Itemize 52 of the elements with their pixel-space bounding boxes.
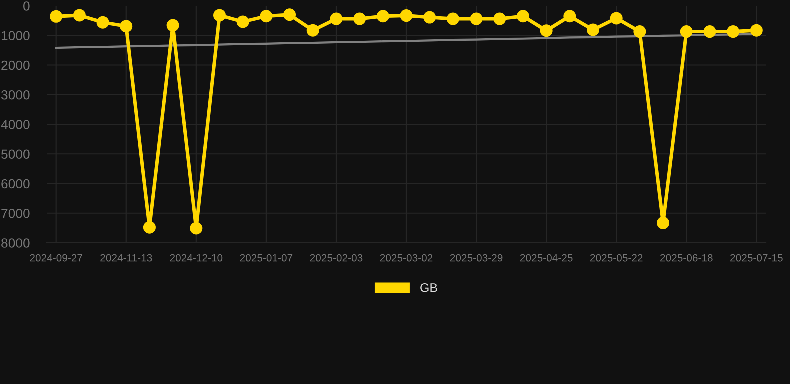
x-tick-label: 2025-06-18	[660, 254, 713, 262]
y-tick-label: 3000	[1, 90, 30, 100]
point	[657, 216, 670, 230]
y-tick-label: 2000	[2, 60, 30, 70]
point	[306, 24, 320, 37]
point	[704, 26, 716, 38]
point	[190, 222, 203, 235]
point	[376, 10, 390, 23]
x-tick-label: 2025-07-15	[730, 254, 783, 262]
x-tick-label: 2025-01-07	[240, 254, 293, 262]
y-tick-label: 4000	[1, 120, 30, 130]
x-tick-label: 2024-11-13	[100, 254, 152, 262]
point	[516, 10, 530, 23]
point	[73, 9, 86, 22]
point	[750, 24, 763, 37]
point	[400, 10, 413, 22]
y-tick-label: 0	[24, 2, 30, 11]
x-tick-label: 2025-03-02	[380, 254, 433, 262]
x-tick-label: 2025-04-25	[520, 254, 573, 262]
x-tick-label: 2025-05-22	[590, 254, 643, 262]
point	[354, 12, 366, 26]
y-tick-label: 5000	[2, 150, 30, 160]
point	[564, 10, 576, 23]
point	[260, 10, 273, 23]
point	[424, 11, 436, 24]
point	[213, 9, 226, 22]
x-tick-label: 2025-03-29	[450, 254, 503, 262]
point	[330, 12, 343, 26]
x-tick-label: 2024-12-10	[170, 254, 223, 262]
point	[610, 12, 623, 25]
point	[236, 16, 250, 28]
point	[446, 12, 460, 26]
point	[470, 12, 483, 26]
point	[50, 10, 63, 23]
point	[96, 16, 110, 29]
point	[727, 26, 740, 38]
x-tick-label: 2024-09-27	[30, 254, 82, 262]
x-tick-label: 2025-02-03	[310, 254, 363, 262]
point	[284, 8, 296, 22]
point	[120, 20, 133, 33]
point	[587, 24, 600, 36]
y-tick-label: 8000	[2, 238, 30, 248]
y-tick-label: 1000	[2, 31, 30, 41]
point	[540, 24, 553, 38]
legend-label: GB	[420, 283, 438, 292]
point	[634, 26, 646, 38]
point	[494, 12, 506, 26]
point	[143, 221, 156, 234]
point	[166, 19, 180, 32]
y-tick-label: 7000	[2, 208, 30, 218]
y-tick-label: 6000	[2, 179, 30, 189]
point	[680, 26, 693, 38]
